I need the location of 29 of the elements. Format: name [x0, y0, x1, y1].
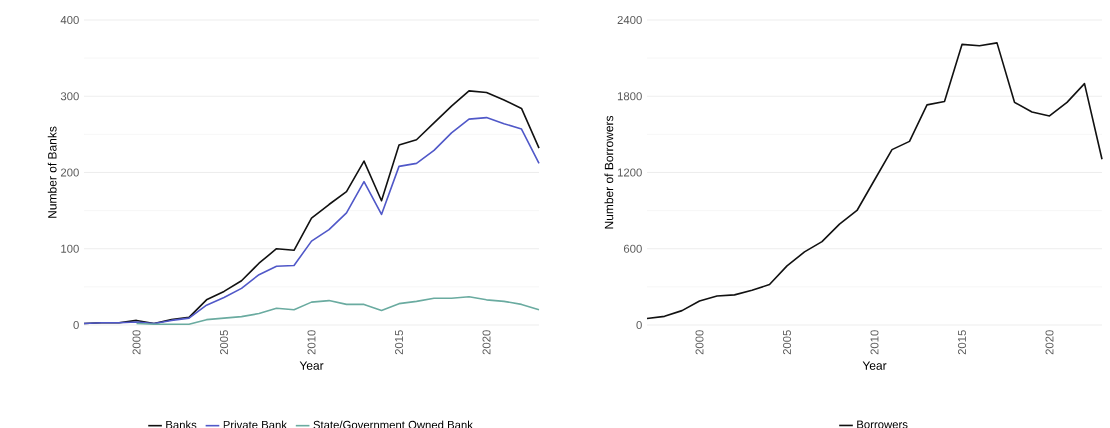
x-tick-label: 2000 [132, 330, 141, 355]
x-tick-label: 2015 [395, 330, 404, 355]
x-tick-label: 2010 [307, 330, 316, 355]
legend-label: Banks [166, 420, 197, 428]
y-tick-label: 0 [73, 320, 79, 329]
y-tick-label: 1800 [617, 92, 642, 101]
x-tick-label: 2000 [695, 330, 704, 355]
y-tick-label: 400 [60, 15, 79, 24]
x-tick-label: 2010 [870, 330, 879, 355]
legend-label: Borrowers [857, 420, 908, 428]
x-tick-label: 2015 [957, 330, 966, 355]
legend-label: State/Government Owned Bank [313, 420, 473, 428]
y-tick-label: 200 [60, 168, 79, 177]
x-tick-label: 2020 [482, 330, 491, 355]
y-tick-label: 2400 [617, 15, 642, 24]
y-axis-title: Number of Banks [47, 126, 57, 218]
x-tick-label: 2005 [220, 330, 229, 355]
y-tick-label: 1200 [617, 168, 642, 177]
x-axis-title: Year [862, 361, 887, 370]
line-series [646, 42, 1103, 320]
y-tick-label: 600 [623, 244, 642, 253]
legend-label: Private Bank [223, 420, 288, 428]
x-axis-title: Year [299, 361, 324, 370]
y-axis-title: Number of Borrowers [604, 115, 614, 229]
x-tick-label: 2020 [1045, 330, 1054, 355]
y-tick-label: 0 [636, 320, 642, 329]
y-tick-label: 100 [61, 244, 79, 253]
x-tick-label: 2005 [783, 330, 792, 355]
y-tick-label: 300 [60, 92, 79, 101]
